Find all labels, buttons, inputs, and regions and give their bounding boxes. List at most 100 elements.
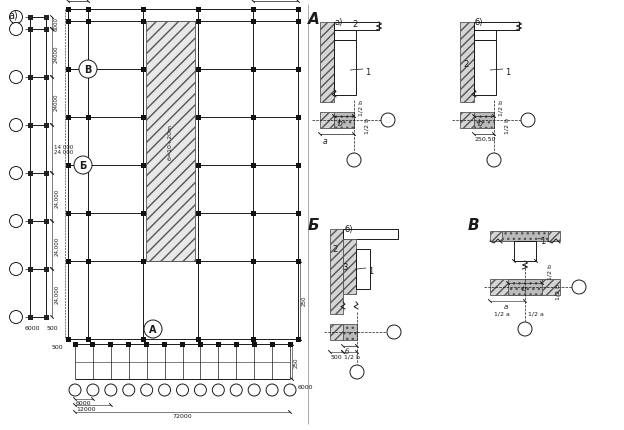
Bar [250,259,255,264]
Circle shape [9,12,22,25]
Text: 24,000: 24,000 [54,236,59,255]
Bar [109,342,114,347]
Bar [474,31,496,41]
Text: 2: 2 [463,60,468,69]
Bar [250,19,255,25]
Bar [27,171,32,176]
Text: 1: 1 [365,68,370,77]
Bar [195,68,200,72]
Text: 1: 1 [540,237,545,246]
Text: 3: 3 [342,262,348,271]
Bar [85,211,90,216]
Circle shape [350,365,364,379]
Text: б): б) [344,224,353,233]
Text: 12000: 12000 [76,406,95,411]
Bar [250,211,255,216]
Circle shape [195,384,207,396]
Circle shape [347,154,361,168]
Bar [343,324,357,340]
Bar [85,259,90,264]
Bar [343,240,356,294]
Bar [27,28,32,32]
Bar [85,19,90,25]
Bar [44,315,49,320]
Bar [44,219,49,224]
Circle shape [177,384,188,396]
Bar [140,19,145,25]
Bar [216,342,221,347]
Bar [66,7,71,12]
Bar [44,123,49,128]
Circle shape [87,384,99,396]
Circle shape [9,71,22,84]
Circle shape [266,384,278,396]
Text: 2: 2 [332,244,337,253]
Bar [288,342,293,347]
Bar [296,115,301,120]
Circle shape [487,154,501,168]
Circle shape [387,325,401,339]
Bar [66,259,71,264]
Bar [234,342,239,347]
Text: 1: 1 [368,266,373,275]
Bar [85,163,90,168]
Circle shape [140,384,153,396]
Text: b: b [522,286,527,291]
Circle shape [9,24,22,37]
Bar [514,241,536,261]
Text: 24000: 24000 [54,93,59,111]
Text: a: a [504,303,509,309]
Bar [356,249,370,289]
Circle shape [9,119,22,132]
Text: А: А [149,324,157,334]
Bar [44,75,49,80]
Text: 500: 500 [47,325,59,330]
Bar [296,337,301,342]
Text: 1/2 b: 1/2 b [358,100,363,116]
Bar [27,15,32,21]
Text: 1/2 b: 1/2 b [547,264,552,280]
Bar [44,267,49,272]
Bar [27,123,32,128]
Bar [296,7,301,12]
Circle shape [123,384,135,396]
Circle shape [79,61,97,79]
Bar [195,259,200,264]
Bar [250,337,255,342]
Bar [334,31,356,41]
Bar [320,113,334,129]
Bar [334,41,356,96]
Text: 6000: 6000 [54,17,59,31]
Text: 6000: 6000 [76,400,92,405]
Text: Б: Б [79,161,87,171]
Circle shape [212,384,225,396]
Bar [90,342,95,347]
Bar [146,22,195,261]
Bar [250,68,255,72]
Bar [270,342,275,347]
Circle shape [158,384,170,396]
Circle shape [572,280,586,294]
Bar [140,115,145,120]
Text: 72000: 72000 [173,413,192,418]
Text: а): а) [8,10,17,20]
Bar [250,7,255,12]
Bar [140,337,145,342]
Bar [85,115,90,120]
Bar [66,68,71,72]
Text: b: b [338,119,343,128]
Bar [140,211,145,216]
Circle shape [521,114,535,128]
Text: 250: 250 [302,295,307,306]
Text: 14 000
24 000: 14 000 24 000 [54,144,73,155]
Circle shape [74,157,92,175]
Bar [296,163,301,168]
Text: 1: 1 [505,68,510,77]
Bar [140,163,145,168]
Bar [180,342,185,347]
Text: 24,000: 24,000 [54,188,59,207]
Text: 500: 500 [51,344,63,349]
Circle shape [518,322,532,336]
Bar [474,41,496,96]
Bar [460,23,474,103]
